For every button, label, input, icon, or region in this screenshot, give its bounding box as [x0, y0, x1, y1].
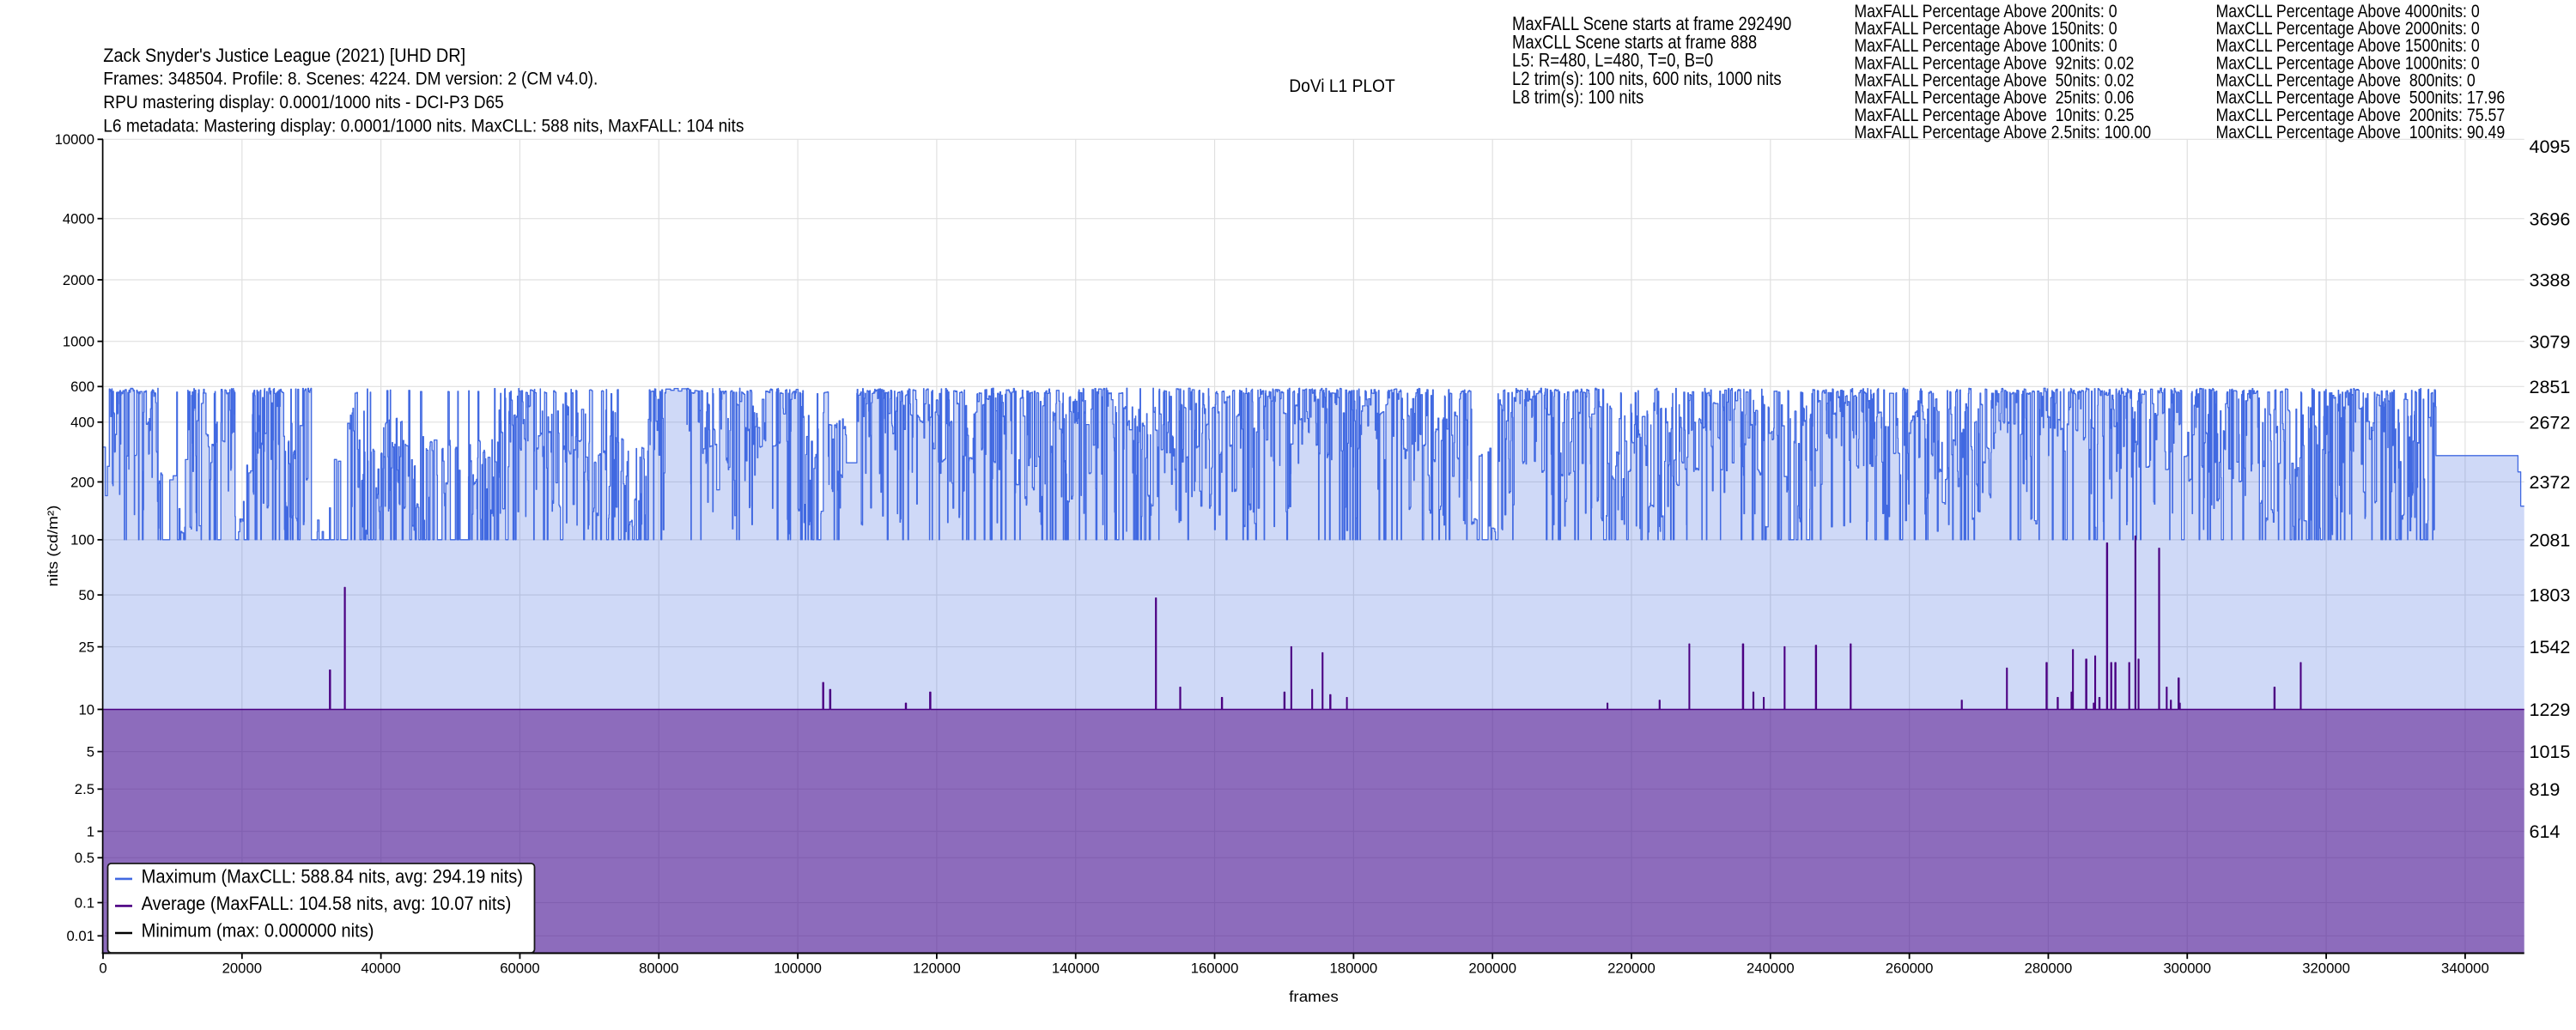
svg-text:MaxCLL Scene starts at frame 8: MaxCLL Scene starts at frame 888 [1512, 31, 1757, 52]
svg-text:3388: 3388 [2530, 270, 2571, 291]
svg-text:MaxFALL Percentage Above 200ni: MaxFALL Percentage Above 200nits: 0 [1854, 2, 2117, 21]
svg-text:MaxCLL Percentage Above 1500ni: MaxCLL Percentage Above 1500nits: 0 [2216, 36, 2480, 56]
svg-text:120000: 120000 [913, 960, 961, 977]
svg-text:2000: 2000 [63, 272, 94, 288]
svg-text:1229: 1229 [2530, 700, 2571, 720]
svg-text:MaxCLL Percentage Above 2000ni: MaxCLL Percentage Above 2000nits: 0 [2216, 19, 2480, 39]
svg-text:MaxFALL Percentage Above 100ni: MaxFALL Percentage Above 100nits: 0 [1854, 36, 2117, 56]
svg-text:Maximum (MaxCLL: 588.84 nits,: Maximum (MaxCLL: 588.84 nits, avg: 294.1… [142, 866, 523, 888]
svg-text:MaxCLL Percentage Above 500ni: MaxCLL Percentage Above 500nits: 17.96 [2216, 88, 2506, 108]
svg-text:300000: 300000 [2163, 960, 2211, 977]
svg-text:1542: 1542 [2530, 637, 2571, 657]
svg-text:MaxFALL Percentage Above 50ni: MaxFALL Percentage Above 50nits: 0.02 [1854, 70, 2134, 90]
svg-text:Minimum (max: 0.000000 nits): Minimum (max: 0.000000 nits) [142, 920, 374, 942]
svg-text:4000: 4000 [63, 211, 94, 227]
svg-text:L2 trim(s): 100 nits, 600 nits: L2 trim(s): 100 nits, 600 nits, 1000 nit… [1512, 68, 1782, 89]
svg-text:frames: frames [1289, 988, 1339, 1005]
svg-text:819: 819 [2530, 779, 2561, 800]
svg-text:2.5: 2.5 [75, 781, 94, 797]
svg-text:600: 600 [70, 379, 94, 395]
svg-text:Frames: 348504. Profile: 8. Sc: Frames: 348504. Profile: 8. Scenes: 4224… [103, 68, 598, 89]
svg-text:260000: 260000 [1886, 960, 1934, 977]
svg-text:180000: 180000 [1330, 960, 1378, 977]
svg-text:MaxFALL Percentage Above 2.5ni: MaxFALL Percentage Above 2.5nits: 100.00 [1854, 123, 2151, 142]
svg-text:5: 5 [87, 744, 94, 760]
svg-text:10: 10 [78, 701, 94, 718]
svg-text:L6 metadata: Mastering display: L6 metadata: Mastering display: 0.0001/1… [103, 115, 744, 136]
svg-text:50: 50 [78, 587, 94, 603]
svg-text:2851: 2851 [2530, 377, 2571, 397]
svg-text:80000: 80000 [639, 960, 678, 977]
svg-text:1: 1 [87, 823, 94, 839]
svg-text:MaxCLL Percentage Above 800ni: MaxCLL Percentage Above 800nits: 0 [2216, 70, 2476, 90]
svg-text:25: 25 [78, 639, 94, 655]
svg-text:MaxFALL Percentage Above 92ni: MaxFALL Percentage Above 92nits: 0.02 [1854, 53, 2134, 73]
svg-text:280000: 280000 [2025, 960, 2073, 977]
svg-text:MaxFALL Percentage Above 25ni: MaxFALL Percentage Above 25nits: 0.06 [1854, 88, 2134, 108]
svg-text:MaxCLL Percentage Above 4000ni: MaxCLL Percentage Above 4000nits: 0 [2216, 2, 2480, 21]
svg-text:L8 trim(s): 100 nits: L8 trim(s): 100 nits [1512, 86, 1643, 107]
svg-text:4095: 4095 [2530, 136, 2571, 157]
svg-text:40000: 40000 [361, 960, 400, 977]
svg-text:160000: 160000 [1191, 960, 1239, 977]
svg-text:0.5: 0.5 [75, 850, 94, 866]
svg-text:60000: 60000 [500, 960, 539, 977]
svg-text:0.1: 0.1 [75, 894, 94, 911]
svg-text:L5: R=480, L=480, T=0, B=0: L5: R=480, L=480, T=0, B=0 [1512, 50, 1713, 71]
svg-text:614: 614 [2530, 821, 2561, 842]
svg-text:0.01: 0.01 [67, 928, 94, 944]
svg-text:200000: 200000 [1468, 960, 1516, 977]
svg-text:100: 100 [70, 532, 94, 548]
svg-text:10000: 10000 [55, 131, 94, 148]
svg-text:Average (MaxFALL: 104.58 nits,: Average (MaxFALL: 104.58 nits, avg: 10.0… [142, 893, 512, 914]
svg-text:DoVi L1 PLOT: DoVi L1 PLOT [1289, 76, 1394, 96]
svg-text:220000: 220000 [1607, 960, 1656, 977]
svg-text:140000: 140000 [1052, 960, 1100, 977]
svg-text:400: 400 [70, 415, 94, 431]
svg-text:1803: 1803 [2530, 585, 2571, 606]
svg-text:MaxFALL Percentage Above 150ni: MaxFALL Percentage Above 150nits: 0 [1854, 19, 2117, 39]
svg-text:MaxCLL Percentage Above 200ni: MaxCLL Percentage Above 200nits: 75.57 [2216, 106, 2506, 125]
svg-text:2672: 2672 [2530, 412, 2571, 433]
svg-text:200: 200 [70, 474, 94, 490]
svg-text:0: 0 [99, 960, 106, 977]
svg-text:MaxCLL Percentage Above 100ni: MaxCLL Percentage Above 100nits: 90.49 [2216, 123, 2506, 142]
svg-text:3696: 3696 [2530, 209, 2571, 229]
svg-text:nits (cd/m²): nits (cd/m²) [45, 506, 61, 587]
svg-text:3079: 3079 [2530, 331, 2571, 352]
svg-text:MaxFALL Scene starts at frame: MaxFALL Scene starts at frame 292490 [1512, 13, 1791, 34]
svg-text:MaxCLL Percentage Above 1000ni: MaxCLL Percentage Above 1000nits: 0 [2216, 53, 2480, 73]
svg-text:MaxFALL Percentage Above 10ni: MaxFALL Percentage Above 10nits: 0.25 [1854, 106, 2134, 125]
svg-text:340000: 340000 [2441, 960, 2489, 977]
svg-text:1000: 1000 [63, 334, 94, 350]
svg-text:2372: 2372 [2530, 472, 2571, 493]
svg-text:1015: 1015 [2530, 742, 2571, 762]
svg-text:320000: 320000 [2302, 960, 2350, 977]
svg-text:240000: 240000 [1747, 960, 1795, 977]
svg-text:20000: 20000 [222, 960, 262, 977]
svg-text:Zack Snyder's Justice League (: Zack Snyder's Justice League (2021) [UHD… [103, 45, 465, 66]
svg-text:RPU mastering display: 0.0001/: RPU mastering display: 0.0001/1000 nits … [103, 91, 504, 112]
svg-text:2081: 2081 [2530, 530, 2571, 550]
svg-text:100000: 100000 [774, 960, 822, 977]
